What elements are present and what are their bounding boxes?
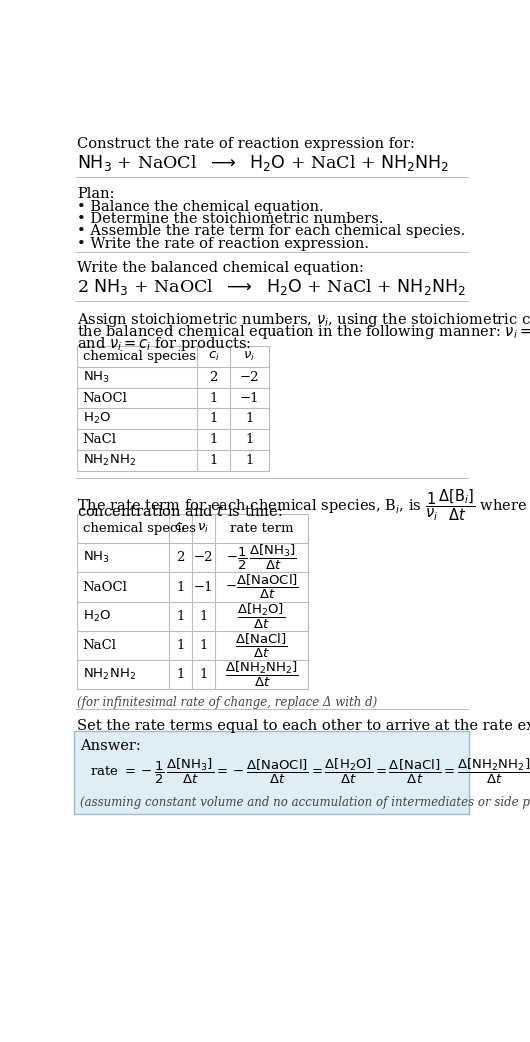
Text: $\mathrm{NH_3}$: $\mathrm{NH_3}$ [83,370,110,384]
Text: 1: 1 [209,392,218,404]
Text: • Determine the stoichiometric numbers.: • Determine the stoichiometric numbers. [77,213,384,226]
Text: $c_i$: $c_i$ [208,350,219,363]
Text: NaCl: NaCl [83,639,117,652]
Text: and $\nu_i = c_i$ for products:: and $\nu_i = c_i$ for products: [77,336,251,353]
Bar [77,514,308,690]
Text: $\dfrac{\Delta[\mathrm{NH_2NH_2}]}{\Delta t}$: $\dfrac{\Delta[\mathrm{NH_2NH_2}]}{\Delt… [225,661,298,690]
Text: $\nu_i$: $\nu_i$ [243,350,255,363]
Text: 1: 1 [199,610,208,623]
Text: 1: 1 [245,413,253,425]
Text: 1: 1 [176,580,184,594]
Text: 1: 1 [199,668,208,681]
Text: $-\dfrac{1}{2}\,\dfrac{\Delta[\mathrm{NH_3}]}{\Delta t}$: $-\dfrac{1}{2}\,\dfrac{\Delta[\mathrm{NH… [226,543,297,572]
Text: 1: 1 [245,433,253,446]
Text: 1: 1 [176,610,184,623]
Text: $\mathrm{H_2O}$: $\mathrm{H_2O}$ [83,609,111,624]
Text: 1: 1 [176,668,184,681]
Text: NaOCl: NaOCl [83,392,127,404]
Text: −1: −1 [240,392,259,404]
Text: 2: 2 [209,371,218,383]
Text: 1: 1 [209,433,218,446]
Text: chemical species: chemical species [83,350,196,363]
Text: 1: 1 [176,639,184,652]
Text: −1: −1 [193,580,213,594]
Text: $c_i$: $c_i$ [174,522,186,536]
Text: 1: 1 [199,639,208,652]
Text: the balanced chemical equation in the following manner: $\nu_i = -c_i$ for react: the balanced chemical equation in the fo… [77,323,530,341]
Text: chemical species: chemical species [83,522,196,535]
Text: NaOCl: NaOCl [83,580,127,594]
Text: rate term: rate term [230,522,293,535]
Text: NaCl: NaCl [83,433,117,446]
Text: Answer:: Answer: [80,739,141,752]
Text: $\dfrac{\Delta[\mathrm{NaCl}]}{\Delta t}$: $\dfrac{\Delta[\mathrm{NaCl}]}{\Delta t}… [235,631,288,660]
Text: −2: −2 [193,551,213,565]
Text: • Assemble the rate term for each chemical species.: • Assemble the rate term for each chemic… [77,224,465,239]
Bar [74,731,469,814]
Text: 2: 2 [176,551,184,565]
Text: $\nu_i$: $\nu_i$ [198,522,209,536]
Text: 1: 1 [209,413,218,425]
Text: Assign stoichiometric numbers, $\nu_i$, using the stoichiometric coefficients, $: Assign stoichiometric numbers, $\nu_i$, … [77,311,530,328]
Text: • Balance the chemical equation.: • Balance the chemical equation. [77,200,324,214]
Text: The rate term for each chemical species, B$_i$, is $\dfrac{1}{\nu_i}\dfrac{\Delt: The rate term for each chemical species,… [77,488,530,523]
Text: Construct the rate of reaction expression for:: Construct the rate of reaction expressio… [77,138,415,151]
Text: 2 $\mathrm{NH_3}$ + NaOCl  $\longrightarrow$  $\mathrm{H_2O}$ + NaCl + $\mathrm{: 2 $\mathrm{NH_3}$ + NaOCl $\longrightarr… [77,277,466,297]
Text: $\mathrm{NH_2NH_2}$: $\mathrm{NH_2NH_2}$ [83,667,136,683]
Text: Plan:: Plan: [77,187,114,201]
Text: $\mathrm{H_2O}$: $\mathrm{H_2O}$ [83,412,111,426]
Text: $\mathrm{NH_3}$: $\mathrm{NH_3}$ [83,550,110,566]
Text: −2: −2 [240,371,259,383]
Text: 1: 1 [209,454,218,467]
Text: $-\dfrac{\Delta[\mathrm{NaOCl}]}{\Delta t}$: $-\dfrac{\Delta[\mathrm{NaOCl}]}{\Delta … [225,573,298,601]
Text: (for infinitesimal rate of change, replace Δ with d): (for infinitesimal rate of change, repla… [77,696,377,709]
Text: concentration and $t$ is time:: concentration and $t$ is time: [77,503,282,519]
Bar [77,346,269,471]
Text: $\mathrm{NH_3}$ + NaOCl  $\longrightarrow$  $\mathrm{H_2O}$ + NaCl + $\mathrm{NH: $\mathrm{NH_3}$ + NaOCl $\longrightarrow… [77,153,449,173]
Text: Write the balanced chemical equation:: Write the balanced chemical equation: [77,262,364,275]
Text: 1: 1 [245,454,253,467]
Text: $\mathrm{NH_2NH_2}$: $\mathrm{NH_2NH_2}$ [83,453,136,468]
Text: $\dfrac{\Delta[\mathrm{H_2O}]}{\Delta t}$: $\dfrac{\Delta[\mathrm{H_2O}]}{\Delta t}… [237,601,286,630]
Text: rate $= -\dfrac{1}{2}\,\dfrac{\Delta[\mathrm{NH_3}]}{\Delta t} = -\dfrac{\Delta[: rate $= -\dfrac{1}{2}\,\dfrac{\Delta[\ma… [90,758,530,787]
Text: (assuming constant volume and no accumulation of intermediates or side products): (assuming constant volume and no accumul… [80,796,530,809]
Text: Set the rate terms equal to each other to arrive at the rate expression:: Set the rate terms equal to each other t… [77,719,530,733]
Text: • Write the rate of reaction expression.: • Write the rate of reaction expression. [77,237,369,251]
